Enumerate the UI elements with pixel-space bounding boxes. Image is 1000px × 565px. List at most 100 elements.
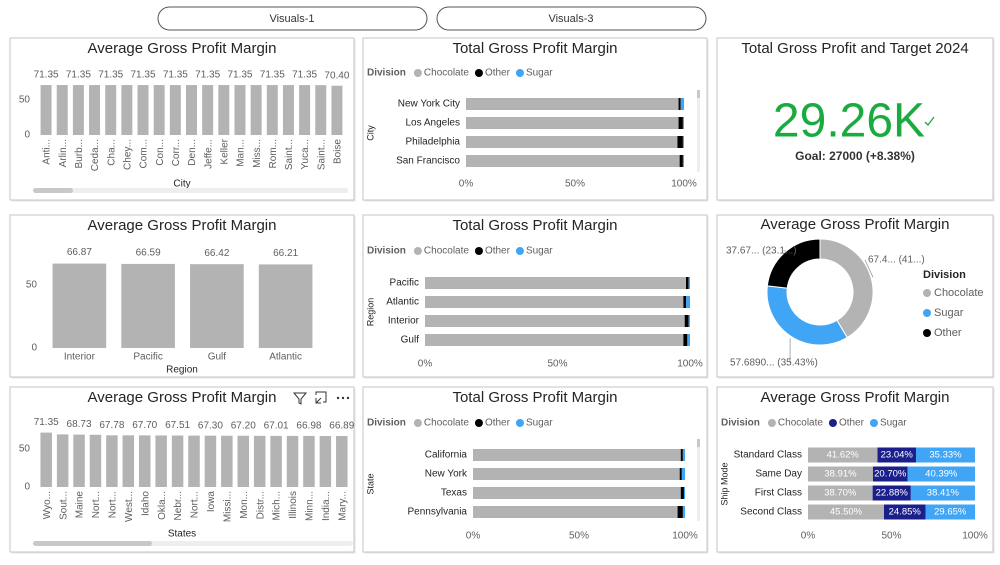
legend-marker — [828, 419, 837, 427]
x-tick-label: Miss... — [252, 139, 263, 168]
y-tick-label: Standard Class — [734, 450, 802, 461]
data-label: 68.73 — [67, 419, 92, 430]
bar-segment — [808, 447, 878, 463]
scrollbar-thumb — [33, 188, 73, 193]
bar-segment — [686, 277, 689, 289]
x-tick-label: Man... — [236, 139, 247, 167]
legend-title: Division — [721, 418, 760, 429]
x-tick-label: Cha... — [106, 139, 117, 166]
scrollbar-track — [697, 90, 700, 172]
x-tick-label: Ceda... — [90, 139, 101, 171]
bar — [218, 85, 230, 135]
bar — [303, 435, 315, 487]
x-tick-label: Nort... — [108, 491, 119, 518]
data-label: 71.35 — [34, 70, 59, 81]
bar — [315, 85, 327, 135]
button-label[interactable]: Visuals-3 — [548, 13, 593, 25]
legend-marker — [923, 309, 931, 317]
data-label: 66.98 — [296, 421, 321, 432]
legend-label: Other — [485, 418, 511, 429]
x-tick-label: Maine — [75, 491, 86, 519]
chart-title: Average Gross Profit Margin — [88, 217, 277, 234]
chart-title: Total Gross Profit Margin — [452, 40, 617, 57]
bar — [169, 85, 181, 135]
y-tick-label: 0 — [31, 343, 37, 354]
y-axis-title: Region — [365, 298, 375, 327]
data-label: 67.20 — [231, 420, 256, 431]
x-tick-label: Con... — [155, 139, 166, 166]
kpi-goal: Goal: 27000 (+8.38%) — [795, 149, 915, 163]
x-tick-label: Idaho — [140, 491, 151, 516]
nav-button[interactable]: Visuals-3 — [436, 6, 707, 31]
x-tick-label: Arlin... — [58, 139, 69, 167]
x-tick-label: Keller — [219, 138, 230, 164]
data-label: 71.35 — [195, 70, 220, 81]
button-label[interactable]: Visuals-1 — [269, 13, 314, 25]
x-tick-label: 50% — [547, 359, 567, 370]
bar-segment — [466, 117, 679, 129]
bar-segment — [688, 315, 690, 327]
legend-title: Division — [923, 269, 966, 281]
panel: Total Gross Profit Margin Division Chocola… — [362, 37, 709, 202]
bar — [89, 434, 102, 487]
bar — [105, 85, 117, 135]
x-tick-label: Nort... — [190, 491, 201, 518]
panel: Average Gross Profit Margin 0 50 66.87 Inter… — [9, 214, 356, 379]
x-tick-label: Okla... — [157, 491, 168, 520]
button-frame[interactable] — [436, 6, 707, 31]
legend-marker — [474, 69, 483, 77]
bar-segment — [473, 468, 680, 480]
nav-button[interactable]: Visuals-1 — [157, 6, 428, 31]
x-tick-label: Saint... — [316, 139, 327, 170]
chart-title: Average Gross Profit Margin — [88, 389, 277, 406]
legend-title: Division — [367, 68, 406, 79]
bar — [270, 435, 282, 487]
bar — [250, 85, 262, 135]
more-icon — [341, 396, 345, 400]
data-label: 40.39% — [925, 469, 958, 480]
panel: Total Gross Profit Margin Division Chocola… — [362, 214, 709, 379]
focus-icon — [315, 391, 327, 404]
bar — [40, 85, 52, 135]
data-label: 35.33% — [929, 450, 962, 461]
legend-marker — [413, 247, 422, 255]
x-tick-label: 0% — [801, 531, 816, 542]
bar-segment — [682, 136, 684, 148]
legend-marker — [923, 329, 931, 337]
bar — [56, 85, 68, 135]
x-axis-title: States — [168, 529, 196, 540]
bar-segment — [686, 296, 690, 308]
y-tick-label: Second Class — [740, 507, 802, 518]
legend-marker — [474, 247, 483, 255]
legend-marker — [869, 419, 878, 427]
bar-segment — [682, 449, 685, 461]
data-label: 71.35 — [163, 70, 188, 81]
bar-segment — [682, 506, 685, 518]
kpi-check — [924, 116, 935, 126]
legend-label: Chocolate — [424, 246, 469, 257]
legend-marker — [413, 69, 422, 77]
x-tick-label: 50% — [569, 531, 589, 542]
data-label: 66.21 — [273, 248, 298, 259]
x-tick-label: Den... — [187, 139, 198, 166]
bar — [221, 435, 233, 487]
bar-segment — [883, 504, 926, 520]
panel-frame — [716, 37, 994, 201]
donut-slice — [766, 238, 821, 289]
x-tick-label: Jeffe... — [203, 139, 214, 169]
x-tick-label: Sout... — [58, 491, 69, 520]
bar — [89, 85, 101, 135]
leader-line — [864, 259, 874, 278]
y-tick-label: New York City — [398, 99, 460, 110]
bar — [266, 85, 278, 135]
button-frame[interactable] — [157, 6, 428, 31]
legend-label: Other — [839, 418, 865, 429]
data-label: 66.59 — [136, 248, 161, 259]
legend-label: Sugar — [880, 418, 907, 429]
legend-label: Other — [934, 327, 962, 339]
data-label: 71.35 — [292, 70, 317, 81]
bar-segment — [466, 155, 680, 167]
data-label: 71.35 — [227, 70, 252, 81]
x-tick-label: Chey... — [123, 139, 134, 170]
